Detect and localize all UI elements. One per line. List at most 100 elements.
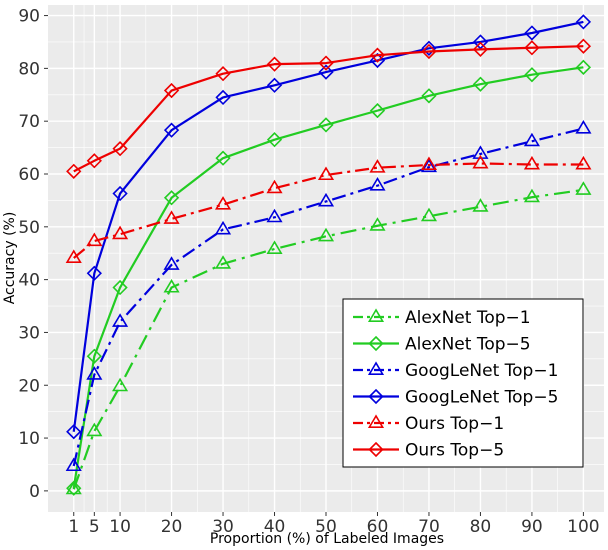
data-point (472, 198, 489, 212)
data-point (86, 366, 103, 380)
data-point (266, 56, 283, 72)
data-point (524, 25, 540, 41)
data-point (575, 38, 592, 54)
data-point (86, 265, 102, 281)
data-point (317, 227, 335, 242)
data-point (317, 166, 335, 181)
x-axis-title: Proportion (%) of Labeled Images (210, 531, 444, 547)
legend-marker (368, 388, 384, 405)
legend-label: Ours Top−1 (405, 414, 504, 434)
data-point (163, 256, 180, 270)
data-point (523, 188, 540, 203)
legend-label: GoogLeNet Top−5 (405, 388, 558, 408)
data-point (266, 240, 283, 254)
legend-label: Ours Top−5 (405, 441, 504, 461)
legend-label: GoogLeNet Top−1 (405, 361, 558, 381)
data-point (112, 141, 128, 157)
legend-marker (367, 414, 385, 429)
series-3 (66, 14, 592, 440)
data-point (420, 158, 438, 173)
x-tick-label: 10 (109, 517, 131, 537)
legend-marker (367, 308, 385, 323)
data-point (523, 155, 540, 170)
data-point (421, 88, 437, 104)
data-point (214, 196, 232, 210)
series-line (72, 188, 584, 490)
data-point (266, 179, 283, 194)
data-point (163, 278, 180, 293)
legend-entry: Ours Top−1 (353, 414, 504, 434)
data-point (318, 64, 334, 80)
data-point (112, 225, 129, 240)
x-tick-label: 30 (212, 517, 234, 537)
y-tick-label: 40 (18, 271, 40, 291)
series-line (72, 66, 584, 489)
legend-entry: Ours Top−5 (353, 441, 504, 461)
data-point (318, 55, 334, 71)
legend: AlexNet Top−1 AlexNet Top−5 GoogLeNet Top−… (342, 298, 584, 468)
data-point (523, 132, 540, 147)
y-tick-label: 50 (18, 218, 40, 238)
data-point (369, 47, 386, 63)
legend-label: AlexNet Top−1 (405, 308, 531, 328)
data-point (317, 192, 335, 207)
x-tick-label: 5 (89, 517, 100, 537)
data-point (575, 181, 592, 195)
series-line (72, 20, 584, 432)
data-point (66, 480, 82, 496)
data-point (86, 232, 103, 247)
data-point (369, 177, 386, 191)
data-point (472, 76, 489, 92)
x-tick-label: 60 (367, 517, 389, 537)
series-layer (65, 14, 592, 496)
data-point (524, 67, 540, 83)
legend-label: AlexNet Top−5 (405, 335, 531, 355)
y-tick-label: 30 (18, 323, 40, 343)
data-point (66, 424, 82, 440)
data-point (215, 66, 231, 82)
data-point (266, 132, 283, 148)
series-4 (65, 154, 592, 263)
data-point (421, 40, 437, 56)
data-point (420, 156, 438, 171)
data-point (163, 82, 180, 99)
x-tick-label: 100 (567, 517, 599, 537)
data-point (163, 210, 180, 224)
data-point (163, 122, 180, 138)
data-point (369, 217, 386, 231)
y-tick-label: 70 (18, 112, 40, 132)
series-5 (66, 38, 592, 179)
data-point (163, 190, 180, 206)
legend-marker (368, 441, 384, 458)
data-point (65, 457, 82, 472)
data-point (421, 43, 437, 60)
data-point (214, 220, 232, 235)
data-point (215, 89, 231, 106)
legend-box (342, 298, 584, 468)
x-tick-label: 1 (68, 517, 79, 537)
series-1 (66, 59, 592, 496)
series-line (72, 127, 584, 467)
x-tick-label: 70 (418, 517, 440, 537)
data-point (575, 120, 592, 134)
legend-entry: GoogLeNet Top−1 (353, 361, 558, 381)
y-tick-label: 80 (18, 59, 40, 79)
data-point (369, 159, 386, 173)
legend-entry: AlexNet Top−1 (353, 308, 531, 328)
data-point (65, 249, 82, 263)
x-tick-label: 80 (470, 517, 492, 537)
data-point (524, 40, 540, 56)
legend-entry: AlexNet Top−5 (353, 335, 531, 355)
data-point (214, 255, 232, 269)
data-point (575, 155, 592, 170)
y-tick-label: 0 (29, 482, 40, 502)
data-point (65, 480, 82, 495)
data-point (266, 77, 283, 93)
data-point (112, 377, 129, 392)
y-axis-ticks: 0 10 20 30 40 50 60 70 80 90 (18, 7, 48, 502)
data-point (420, 207, 438, 222)
series-2 (65, 120, 592, 472)
data-point (472, 145, 489, 159)
data-point (266, 208, 283, 223)
